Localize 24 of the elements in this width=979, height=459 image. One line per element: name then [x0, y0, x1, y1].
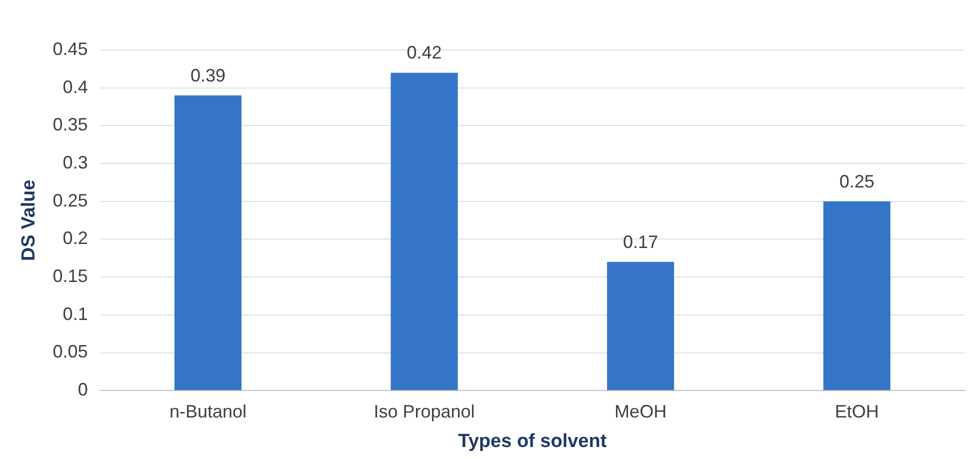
bar: [607, 262, 674, 390]
data-label: 0.25: [839, 171, 874, 192]
data-label: 0.42: [406, 42, 442, 63]
y-axis-title: DS Value: [18, 180, 40, 261]
data-label: 0.17: [623, 232, 658, 252]
y-tick-label: 0.35: [52, 114, 88, 135]
y-tick-label: 0.25: [52, 190, 88, 210]
bar: [823, 201, 890, 390]
x-tick-label: n-Butanol: [169, 401, 247, 422]
y-tick-label: 0.1: [62, 304, 88, 324]
y-tick-label: 0.4: [62, 76, 88, 97]
y-tick-label: 0.45: [52, 38, 88, 59]
x-tick-label: MeOH: [614, 401, 667, 422]
x-tick-label: EtOH: [834, 401, 879, 422]
bar: [390, 72, 458, 390]
data-label: 0.39: [190, 65, 226, 86]
x-axis-title: Types of solvent: [458, 430, 608, 452]
y-tick-label: 0.15: [52, 266, 88, 286]
y-tick-label: 0: [78, 380, 88, 400]
bar: [174, 95, 242, 390]
y-tick-label: 0.05: [52, 342, 88, 362]
y-tick-label: 0.2: [62, 228, 88, 248]
x-tick-label: Iso Propanol: [374, 401, 475, 422]
y-tick-label: 0.3: [62, 152, 88, 172]
